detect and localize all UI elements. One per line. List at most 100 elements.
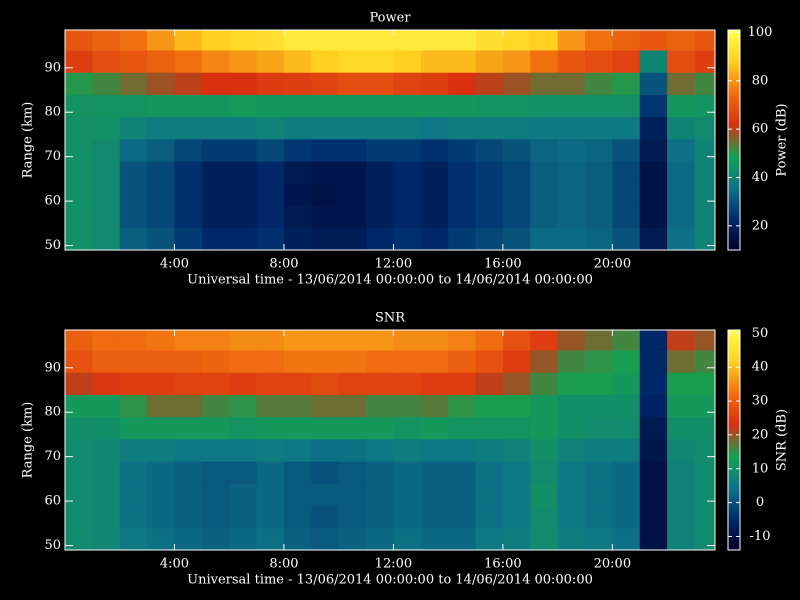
heatmap-cell [256, 438, 285, 462]
heatmap-cell [311, 350, 340, 373]
heatmap-cell [612, 138, 641, 162]
heatmap-cell [338, 227, 367, 250]
heatmap-cell [667, 461, 695, 484]
heatmap-cell [639, 50, 668, 73]
heatmap-cell [229, 227, 258, 250]
heatmap-cell [612, 330, 641, 351]
heatmap-cell [530, 50, 559, 73]
heatmap-cell [147, 183, 175, 207]
heatmap-cell [475, 161, 504, 184]
heatmap-cell [585, 183, 613, 207]
heatmap-cell [229, 330, 258, 351]
heatmap-cell [147, 350, 175, 373]
heatmap-cell [283, 161, 312, 184]
heatmap-cell [694, 50, 715, 73]
heatmap-cell [174, 183, 203, 207]
heatmap-cell [557, 183, 586, 207]
heatmap-cell [119, 394, 148, 418]
heatmap-cell [557, 394, 586, 418]
heatmap-cell [338, 30, 367, 51]
heatmap-cell [530, 161, 559, 184]
heatmap-cell [366, 394, 394, 418]
heatmap-cell [393, 138, 422, 162]
colorbar-label: SNR (dB) [775, 409, 790, 471]
heatmap-cell [502, 330, 531, 351]
heatmap-cell [667, 116, 695, 140]
heatmap-cell [174, 94, 203, 118]
heatmap-cell [585, 205, 613, 229]
heatmap-cell [366, 183, 394, 207]
heatmap-cell [393, 438, 422, 462]
heatmap-cell [639, 227, 668, 250]
heatmap-cell [65, 138, 93, 162]
heatmap-cell [147, 72, 175, 95]
heatmap-cell [585, 350, 613, 373]
heatmap-cell [667, 205, 695, 229]
heatmap-cell [612, 116, 641, 140]
heatmap-cell [448, 30, 477, 51]
heatmap-cell [201, 461, 230, 484]
heatmap-cell [694, 138, 715, 162]
colorbar [727, 29, 741, 251]
heatmap-cell [256, 461, 285, 484]
heatmap-cell [92, 50, 121, 73]
heatmap-cell [585, 161, 613, 184]
heatmap-cell [147, 330, 175, 351]
heatmap-cell [667, 505, 695, 529]
heatmap-cell [667, 416, 695, 440]
heatmap-cell [366, 350, 394, 373]
heatmap-cell [448, 205, 477, 229]
heatmap-cell [147, 138, 175, 162]
heatmap-cell [311, 372, 340, 395]
heatmap-cell [256, 416, 285, 440]
heatmap-cell [448, 527, 477, 550]
heatmap-cell [530, 330, 559, 351]
heatmap-cell [65, 227, 93, 250]
heatmap-cell [612, 483, 641, 507]
heatmap-cell [147, 483, 175, 507]
heatmap-cell [475, 350, 504, 373]
heatmap-cell [502, 350, 531, 373]
heatmap-cell [612, 461, 641, 484]
heatmap-cell [475, 416, 504, 440]
heatmap-cell [694, 116, 715, 140]
heatmap-cell [502, 372, 531, 395]
heatmap-cell [92, 350, 121, 373]
heatmap-cell [502, 205, 531, 229]
heatmap-cell [639, 205, 668, 229]
heatmap-cell [448, 394, 477, 418]
heatmap-cell [557, 138, 586, 162]
heatmap-cell [639, 138, 668, 162]
heatmap-cell [366, 416, 394, 440]
heatmap-cell [448, 183, 477, 207]
heatmap-cell [502, 183, 531, 207]
heatmap-cell [694, 527, 715, 550]
heatmap-cell [639, 416, 668, 440]
heatmap-cell [229, 394, 258, 418]
heatmap-cell [420, 416, 449, 440]
heatmap-cell [119, 183, 148, 207]
heatmap-cell [530, 72, 559, 95]
heatmap-cell [283, 183, 312, 207]
heatmap-cell [119, 505, 148, 529]
heatmap-cell [557, 72, 586, 95]
colorbar [727, 329, 741, 551]
heatmap-cell [557, 461, 586, 484]
heatmap-cell [667, 138, 695, 162]
heatmap-cell [283, 372, 312, 395]
heatmap-cell [667, 161, 695, 184]
heatmap-cell [475, 394, 504, 418]
heatmap-cell [338, 330, 367, 351]
heatmap-cell [283, 350, 312, 373]
heatmap-cell [65, 72, 93, 95]
heatmap-cell [174, 461, 203, 484]
heatmap-cell [612, 72, 641, 95]
heatmap-cell [283, 416, 312, 440]
heatmap-cell [65, 94, 93, 118]
heatmap-cell [229, 30, 258, 51]
heatmap-cell [174, 227, 203, 250]
heatmap-cell [119, 50, 148, 73]
heatmap-cell [366, 438, 394, 462]
heatmap-cell [420, 227, 449, 250]
